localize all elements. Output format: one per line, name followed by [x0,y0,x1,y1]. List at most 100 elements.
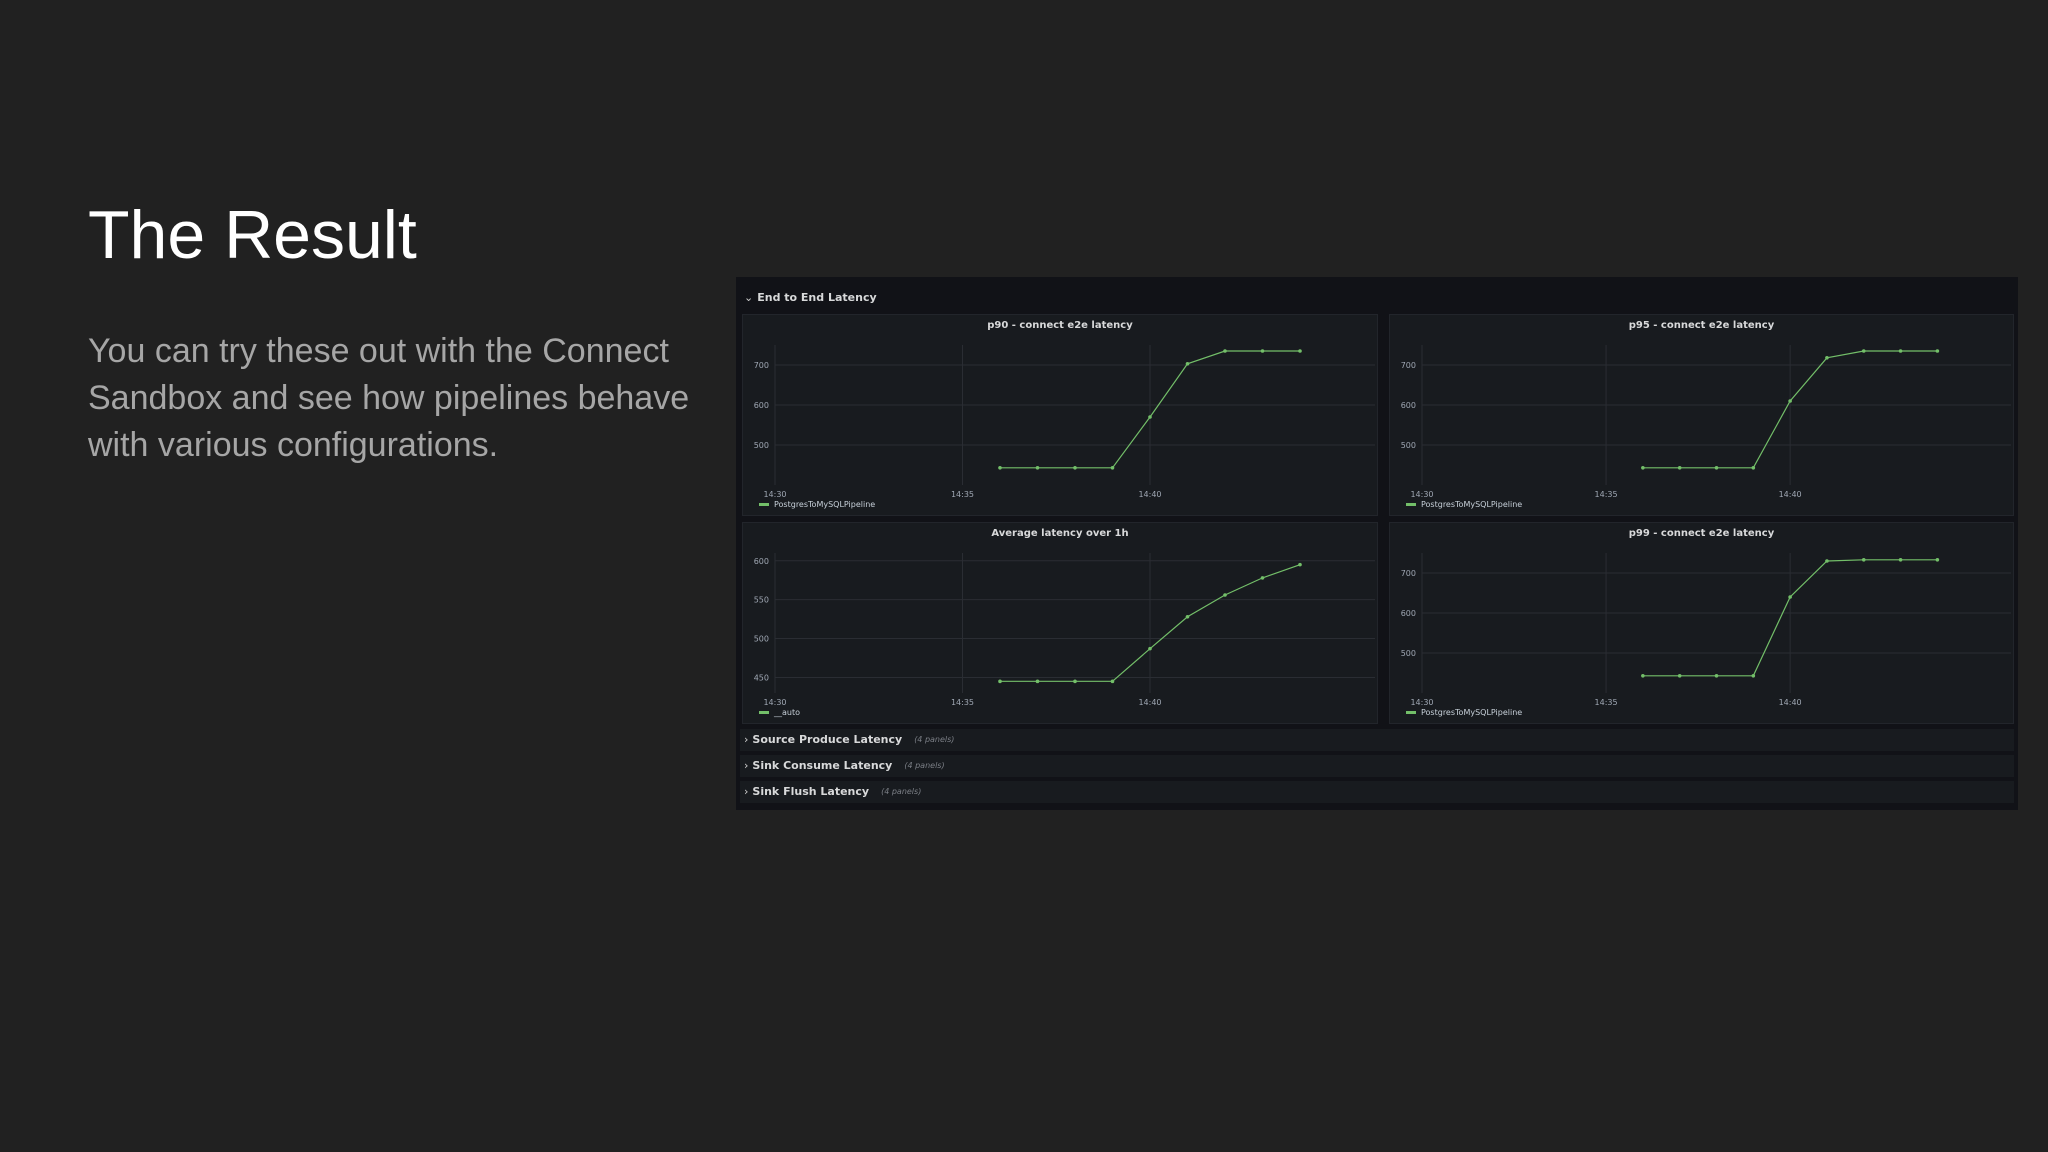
legend-item[interactable]: PostgresToMySQLPipeline [1406,708,1522,717]
legend-swatch [1406,503,1416,506]
data-point [1185,362,1190,366]
row-header-sink-flush[interactable]: › Sink Flush Latency (4 panels) [744,785,921,798]
data-point [1641,466,1645,470]
panel-title: p95 - connect e2e latency [1628,320,1775,331]
data-point [1073,466,1077,470]
y-tick-label: 500 [754,635,769,644]
panel-average-latency[interactable]: Average latency over 1h 450 500 550 600 14:3… [742,522,1378,724]
slide-body-text: You can try these out with the Connect S… [88,332,690,464]
legend-item[interactable]: PostgresToMySQLPipeline [759,500,875,509]
data-point [1073,679,1077,684]
x-tick-label: 14:35 [951,490,974,499]
data-point [1110,466,1115,470]
chevron-right-icon: › [744,733,749,746]
data-point [1185,614,1190,619]
legend-label: PostgresToMySQLPipeline [1421,500,1523,509]
legend-swatch [1406,711,1416,714]
data-point [1714,674,1719,678]
row-bar [740,755,2014,777]
data-point [1641,674,1645,678]
y-tick-label: 700 [754,361,769,370]
panel-title: Average latency over 1h [991,528,1129,539]
panel-count: (4 panels) [904,761,945,770]
x-tick-label: 14:30 [1410,698,1433,707]
data-point [1788,595,1792,599]
data-point [1751,674,1756,678]
x-tick-label: 14:35 [1595,698,1618,707]
chevron-right-icon: › [744,759,749,772]
row-bar [740,729,2014,751]
data-point [1935,349,1940,353]
data-point [998,679,1002,684]
data-point [1148,646,1152,651]
data-point [1861,558,1866,562]
y-tick-label: 500 [1401,441,1416,450]
data-point [1677,674,1682,678]
row-header-source-produce[interactable]: › Source Produce Latency (4 panels) [744,733,954,746]
x-tick-label: 14:35 [951,698,974,707]
row-title: End to End Latency [757,291,877,304]
panel-p90-latency[interactable]: p90 - connect e2e latency 500 600 700 14:30… [742,314,1378,516]
panel-count: (4 panels) [881,787,922,796]
y-tick-label: 600 [1401,609,1416,618]
panel-title: p99 - connect e2e latency [1628,528,1775,539]
y-tick-label: 600 [754,557,769,566]
y-tick-label: 500 [754,441,769,450]
row-header-end-to-end[interactable]: ⌄ End to End Latency [744,291,877,304]
data-point [1935,558,1940,562]
legend-item[interactable]: __auto [759,708,800,717]
x-tick-label: 14:40 [1779,490,1802,499]
legend-label: __auto [774,708,801,717]
data-point [998,466,1002,470]
row-title: Source Produce Latency [752,733,903,746]
x-tick-label: 14:30 [1410,490,1433,499]
data-point [1898,558,1903,562]
y-tick-label: 600 [754,401,769,410]
data-point [1298,562,1302,567]
data-point [1298,349,1302,353]
data-point [1825,559,1829,563]
x-tick-label: 14:40 [1138,490,1161,499]
y-tick-label: 550 [754,596,769,605]
data-point [1751,466,1756,470]
legend-swatch [759,711,769,714]
panel-chart: 450 500 550 600 14:30 14:35 14:40 [754,553,1375,707]
legend-swatch [759,503,769,506]
row-title: Sink Consume Latency [752,759,893,772]
y-tick-label: 600 [1401,401,1416,410]
data-point [1677,466,1682,470]
row-title: Sink Flush Latency [752,785,870,798]
data-point [1260,349,1265,353]
chevron-down-icon: ⌄ [744,291,754,304]
x-tick-label: 14:35 [1595,490,1618,499]
data-point [1110,679,1115,684]
x-tick-label: 14:30 [763,490,786,499]
row-header-sink-consume[interactable]: › Sink Consume Latency (4 panels) [744,759,945,772]
data-point [1223,349,1227,353]
data-point [1035,466,1040,470]
data-point [1861,349,1866,353]
dashboard-screenshot: ⌄ End to End Latency p90 - connect e2e l… [736,277,2018,810]
row-bar [740,781,2014,803]
y-tick-label: 450 [754,673,769,682]
data-point [1035,679,1040,684]
data-point [1223,593,1227,597]
x-tick-label: 14:30 [763,698,786,707]
panel-chart: 500 600 700 14:30 14:35 14:40 [1401,345,2011,499]
panel-chart: 500 600 700 14:30 14:35 14:40 [1401,553,2011,707]
y-tick-label: 500 [1401,649,1416,658]
data-point [1788,399,1792,403]
x-tick-label: 14:40 [1779,698,1802,707]
panel-title: p90 - connect e2e latency [987,320,1133,331]
x-tick-label: 14:40 [1138,698,1161,707]
legend-label: PostgresToMySQLPipeline [774,500,876,509]
panel-p99-latency[interactable]: p99 - connect e2e latency 500 600 700 14:30… [1389,522,2014,724]
y-tick-label: 700 [1401,569,1416,578]
legend-item[interactable]: PostgresToMySQLPipeline [1406,500,1522,509]
data-point [1825,356,1829,360]
panel-p95-latency[interactable]: p95 - connect e2e latency 500 600 700 14:30… [1389,314,2014,516]
panel-chart: 500 600 700 14:30 14:35 14:40 [754,345,1375,499]
slide-title: The Result [88,197,417,273]
data-point [1714,466,1719,470]
chevron-right-icon: › [744,785,749,798]
